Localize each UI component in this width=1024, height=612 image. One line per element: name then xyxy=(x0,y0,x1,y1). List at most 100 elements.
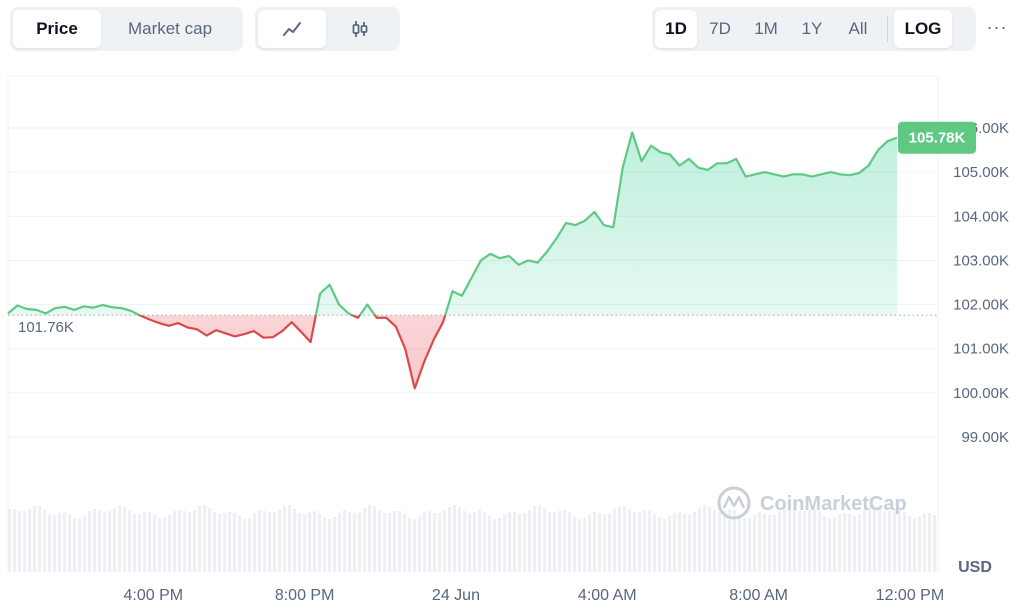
volume-bar xyxy=(623,506,627,572)
y-tick-label: 100.00K xyxy=(953,385,1009,402)
volume-bar xyxy=(508,512,512,572)
volume-bar xyxy=(633,512,637,572)
volume-bar xyxy=(173,511,177,572)
volume-bar xyxy=(298,513,302,572)
price-chart[interactable]: CoinMarketCap 101.76K 99.00K 100.00K 101.0… xyxy=(0,60,1024,612)
volume-bar xyxy=(833,517,837,572)
x-tick-label: 8:00 PM xyxy=(275,587,335,604)
volume-bar xyxy=(283,506,287,572)
volume-bar xyxy=(783,507,787,572)
volume-bar xyxy=(103,512,107,572)
range-all-button[interactable]: All xyxy=(848,19,868,38)
volume-bar xyxy=(253,513,257,572)
candlestick-button[interactable] xyxy=(326,10,394,48)
volume-bar xyxy=(543,508,547,572)
volume-bar xyxy=(148,512,152,572)
volume-bar xyxy=(208,508,212,572)
volume-bar xyxy=(913,518,917,572)
market-cap-tab[interactable]: Market cap xyxy=(127,19,213,38)
volume-bar xyxy=(638,512,642,572)
price-line-up xyxy=(7,131,898,316)
volume-bar xyxy=(923,513,927,572)
volume-bar xyxy=(603,514,607,572)
y-tick-label: 99.00K xyxy=(961,429,1009,446)
volume-bar xyxy=(38,506,42,572)
range-7d-button[interactable]: 7D xyxy=(709,19,731,38)
volume-bar xyxy=(933,515,937,572)
volume-bar xyxy=(703,505,707,572)
range-1m-button[interactable]: 1M xyxy=(754,19,778,38)
volume-bar xyxy=(618,506,622,572)
log-scale-button[interactable]: LOG xyxy=(894,10,952,48)
volume-bar xyxy=(18,511,22,572)
volume-bar xyxy=(273,512,277,572)
volume-bar xyxy=(343,510,347,572)
volume-bar xyxy=(883,511,887,572)
chart-mode-toggle xyxy=(255,7,400,51)
range-1y-button[interactable]: 1Y xyxy=(801,19,823,38)
volume-bar xyxy=(773,515,777,572)
volume-bar xyxy=(423,512,427,572)
volume-bars xyxy=(8,505,937,572)
volume-bar xyxy=(308,512,312,572)
volume-bar xyxy=(643,510,647,572)
volume-bar xyxy=(143,512,147,572)
volume-bar xyxy=(398,511,402,572)
volume-bar xyxy=(863,510,867,572)
volume-bar xyxy=(838,514,842,572)
line-chart-button[interactable] xyxy=(258,10,326,48)
volume-bar xyxy=(753,515,757,572)
current-price-label: 105.78K xyxy=(909,130,966,147)
candlestick-icon xyxy=(352,21,368,37)
volume-bar xyxy=(848,514,852,572)
volume-bar xyxy=(553,512,557,572)
volume-bar xyxy=(788,505,792,572)
volume-bar xyxy=(438,513,442,572)
line-chart-icon xyxy=(283,22,301,36)
volume-bar xyxy=(258,510,262,572)
volume-bar xyxy=(198,506,202,572)
volume-bar xyxy=(133,514,137,572)
y-axis: 99.00K 100.00K 101.00K 102.00K 103.00K 104.00… xyxy=(953,120,1009,446)
range-1d-button[interactable]: 1D xyxy=(655,10,697,48)
volume-bar xyxy=(668,516,672,572)
volume-bar xyxy=(563,510,567,572)
y-tick-label: 104.00K xyxy=(953,208,1009,225)
volume-bar xyxy=(648,510,652,572)
volume-bar xyxy=(363,508,367,572)
volume-bar xyxy=(573,517,577,572)
volume-bar xyxy=(778,511,782,572)
volume-bar xyxy=(73,518,77,572)
volume-bar xyxy=(513,512,517,572)
y-tick-label: 101.00K xyxy=(953,341,1009,358)
volume-bar xyxy=(858,514,862,572)
x-tick-label: 12:00 PM xyxy=(876,587,944,604)
price-tab[interactable]: Price xyxy=(13,10,101,48)
volume-bar xyxy=(608,513,612,572)
volume-bar xyxy=(353,513,357,572)
volume-bar xyxy=(828,518,832,572)
volume-bar xyxy=(178,510,182,572)
volume-bar xyxy=(403,514,407,572)
volume-bar xyxy=(723,511,727,572)
x-tick-label: 4:00 AM xyxy=(578,587,637,604)
volume-bar xyxy=(468,513,472,572)
volume-bar xyxy=(128,511,132,572)
reference-price-label: 101.76K xyxy=(18,319,74,336)
volume-bar xyxy=(228,512,232,572)
volume-bar xyxy=(683,514,687,572)
x-tick-label: 4:00 PM xyxy=(124,587,184,604)
more-options-button[interactable]: ··· xyxy=(986,17,1008,37)
volume-bar xyxy=(448,507,452,572)
volume-bar xyxy=(278,509,282,572)
volume-bar xyxy=(593,512,597,572)
volume-bar xyxy=(428,511,432,572)
volume-bar xyxy=(408,518,412,572)
volume-bar xyxy=(523,513,527,572)
volume-bar xyxy=(908,516,912,572)
volume-bar xyxy=(818,511,822,572)
x-tick-label: 8:00 AM xyxy=(729,587,788,604)
area-fill-below xyxy=(8,315,897,389)
volume-bar xyxy=(548,512,552,572)
volume-bar xyxy=(323,517,327,572)
